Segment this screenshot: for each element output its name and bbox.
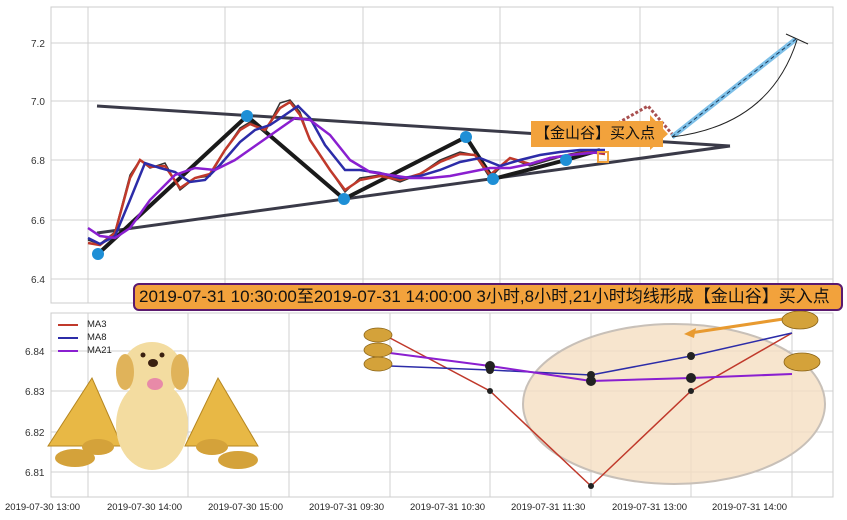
y-tick: 6.8 [31,156,45,167]
y-tick: 6.4 [31,275,45,286]
gold-ingot-icons [363,310,821,372]
legend-item-ma8: MA8 [58,331,112,344]
x-tick: 2019-07-31 10:30 [410,502,485,513]
data-points [485,352,696,489]
y-tick: 7.2 [31,39,45,50]
pointer-arrow [689,316,791,335]
x-tick: 2019-07-30 15:00 [208,502,283,513]
x-tick: 2019-07-31 13:00 [612,502,687,513]
y-tick: 6.83 [25,387,45,398]
triangle-lower-line [96,144,731,235]
dog-icon [116,380,188,470]
y-tick: 7.0 [31,97,45,108]
ma21-line [87,116,606,240]
x-tick: 2019-07-31 14:00 [712,502,787,513]
legend-item-ma3: MA3 [58,318,112,331]
pivot-markers [92,110,572,260]
arrow-outline [617,104,674,135]
x-tick: 2019-07-31 09:30 [309,502,384,513]
y-tick: 6.84 [25,347,45,358]
y-tick: 6.6 [31,216,45,227]
legend: MA3 MA8 MA21 [58,318,112,357]
y-tick: 6.82 [25,428,45,439]
y-tick: 6.81 [25,468,45,479]
legend-item-ma21: MA21 [58,344,112,357]
x-axis: 2019-07-30 13:00 2019-07-30 14:00 2019-0… [5,502,787,513]
ma8-line [87,104,605,246]
bottom-panel: 6.84 6.83 6.82 6.81 [25,310,834,498]
highlight-ellipse [522,323,826,485]
top-panel: 7.2 7.0 6.8 6.6 6.4 [31,6,834,304]
x-tick: 2019-07-30 13:00 [5,502,80,513]
x-tick: 2019-07-31 11:30 [511,502,585,513]
buy-point-callout: 【金山谷】买入点 [531,121,664,147]
buy-point-box [597,151,609,163]
mascot-illustration [47,342,259,470]
signal-banner: 2019-07-31 10:30:00至2019-07-31 14:00:00 … [133,283,843,311]
projection-arc [671,39,798,138]
x-tick: 2019-07-30 14:00 [107,502,182,513]
